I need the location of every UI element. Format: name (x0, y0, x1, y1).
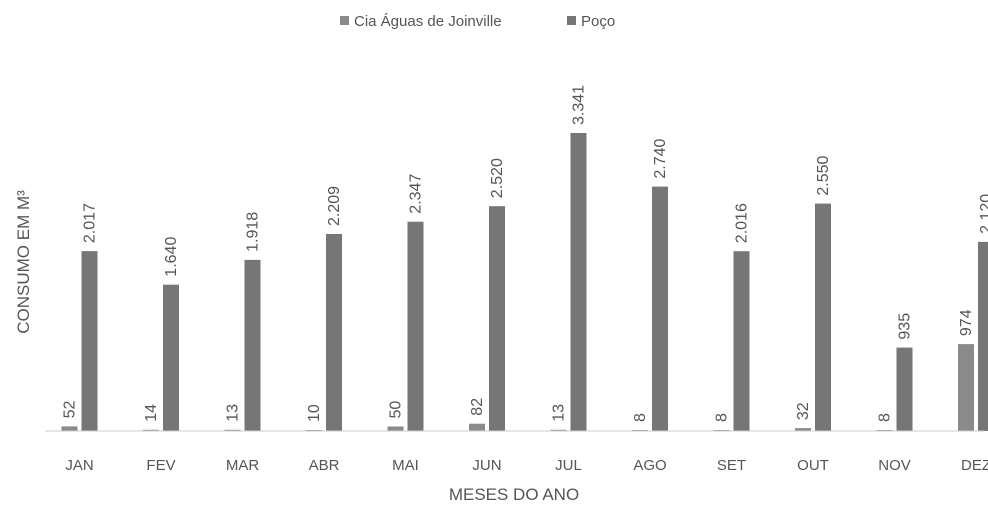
data-label-mar-cia-aguas: 13 (225, 404, 242, 422)
bar-jul-poco (570, 133, 587, 431)
bar-fev-cia-aguas (143, 429, 159, 431)
bar-out-poco (815, 203, 831, 431)
data-label-dez-cia-aguas: 974 (958, 309, 975, 336)
data-labels: 52 2.017 14 1.640 13 1.918 10 2.209 50 2.347 82 2.5… (62, 85, 988, 422)
data-label-ago-cia-aguas: 8 (632, 413, 649, 422)
bar-mar-cia-aguas (224, 429, 241, 431)
data-label-nov-poco: 935 (897, 313, 914, 340)
data-label-fev-poco: 1.640 (163, 237, 180, 277)
bar-mai-cia-aguas (387, 426, 404, 431)
data-label-mai-cia-aguas: 50 (388, 401, 405, 419)
x-tick-label-jan: JAN (65, 457, 93, 474)
data-label-set-cia-aguas: 8 (714, 413, 731, 422)
x-axis-title: MESES DO ANO (449, 485, 579, 504)
legend-item-cia-aguas: Cia Águas de Joinville (340, 13, 502, 30)
bar-nov-poco (896, 347, 913, 431)
x-tick-label-abr: ABR (309, 457, 340, 474)
data-label-jul-cia-aguas: 13 (551, 404, 568, 422)
data-label-nov-cia-aguas: 8 (877, 413, 894, 422)
legend-swatch (340, 16, 349, 25)
data-label-fev-cia-aguas: 14 (143, 404, 160, 422)
legend-label: Cia Águas de Joinville (354, 13, 502, 30)
bar-mar-poco (244, 259, 261, 431)
legend: Cia Águas de Joinville Poço (340, 13, 615, 30)
x-tick-label-ago: AGO (633, 457, 666, 474)
bars (61, 133, 988, 431)
bar-ago-poco (652, 186, 668, 431)
data-label-abr-cia-aguas: 10 (306, 404, 323, 422)
x-tick-label-out: OUT (797, 457, 829, 474)
x-tick-label-set: SET (717, 457, 746, 474)
y-axis-title: CONSUMO EM M³ (14, 190, 33, 334)
bar-jan-poco (81, 251, 98, 431)
data-label-jun-cia-aguas: 82 (469, 398, 486, 416)
data-label-jul-poco: 3.341 (571, 85, 588, 125)
bar-jun-poco (489, 206, 505, 431)
bar-mai-poco (407, 221, 424, 431)
data-label-jan-cia-aguas: 52 (62, 401, 79, 419)
x-tick-label-dez: DEZ (961, 457, 988, 474)
x-tick-labels: JAN FEV MAR ABR MAI JUN JUL AGO SET OUT NOV DEZ (65, 457, 988, 474)
bar-jun-cia-aguas (469, 423, 485, 431)
x-tick-label-jun: JUN (472, 457, 501, 474)
data-label-out-cia-aguas: 32 (795, 402, 812, 420)
data-label-abr-poco: 2.209 (326, 186, 343, 226)
legend-item-poco: Poço (567, 13, 615, 30)
x-tick-label-jul: JUL (555, 457, 582, 474)
data-label-set-poco: 2.016 (734, 203, 751, 243)
data-label-out-poco: 2.550 (815, 155, 832, 195)
legend-swatch (567, 16, 576, 25)
bar-fev-poco (163, 284, 179, 431)
data-label-mai-poco: 2.347 (408, 174, 425, 214)
data-label-jan-poco: 2.017 (82, 203, 99, 243)
data-label-jun-poco: 2.520 (489, 158, 506, 198)
bar-dez-poco (978, 241, 988, 431)
bar-dez-cia-aguas (958, 344, 974, 431)
bar-abr-poco (326, 234, 342, 431)
bar-jul-cia-aguas (550, 429, 567, 431)
data-label-dez-poco: 2.120 (978, 194, 988, 234)
x-tick-label-mai: MAI (392, 457, 419, 474)
bar-out-cia-aguas (795, 428, 811, 431)
legend-label: Poço (581, 13, 615, 30)
x-tick-label-nov: NOV (878, 457, 911, 474)
bar-jan-cia-aguas (61, 426, 78, 431)
x-tick-label-fev: FEV (146, 457, 175, 474)
bar-set-poco (733, 251, 750, 431)
data-label-mar-poco: 1.918 (245, 212, 262, 252)
x-tick-label-mar: MAR (226, 457, 260, 474)
data-label-ago-poco: 2.740 (652, 138, 669, 178)
